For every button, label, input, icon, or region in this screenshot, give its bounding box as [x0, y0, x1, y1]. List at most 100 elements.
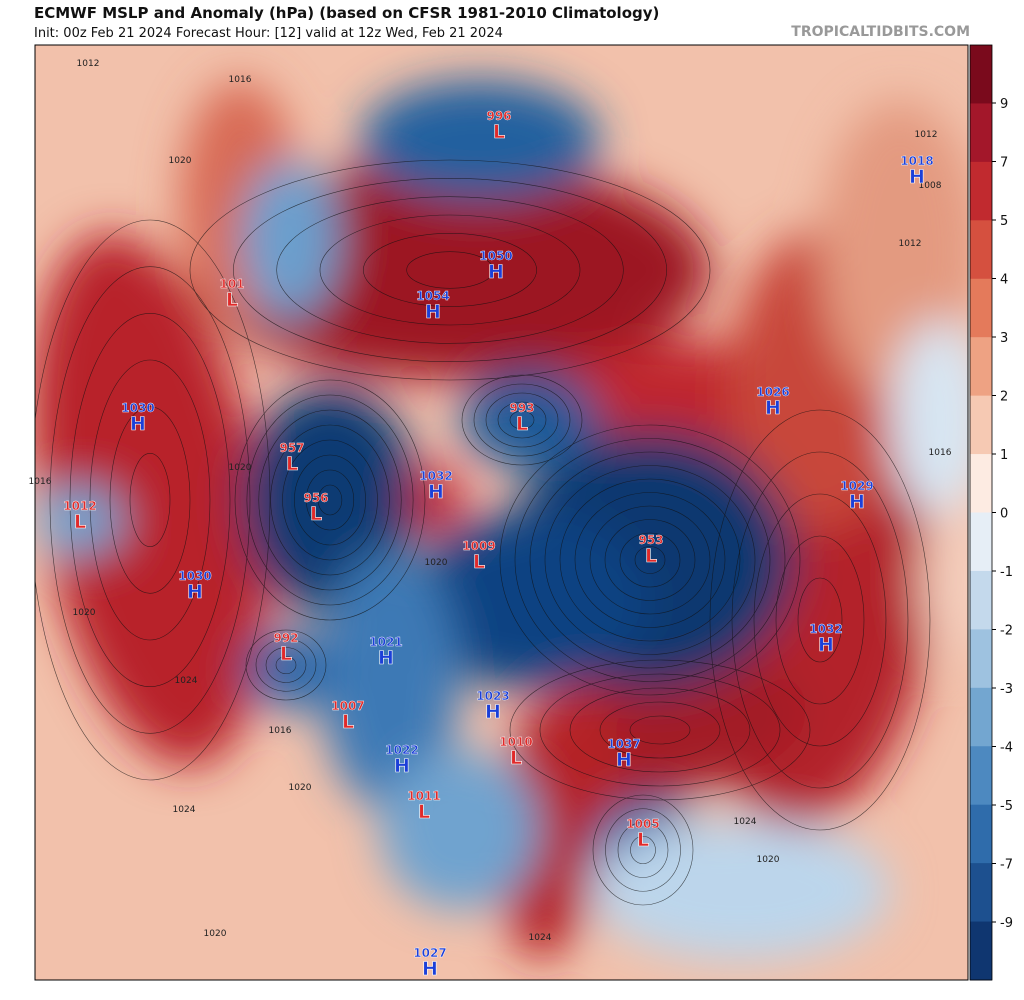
isobar: [317, 484, 343, 516]
isobar: [270, 424, 390, 576]
colorbar-segment: [970, 804, 992, 864]
colorbar-tick-label: 2: [1000, 390, 1008, 405]
center-value: 953: [638, 533, 663, 547]
center-letter: L: [74, 511, 86, 533]
colorbar-tick-label: -1: [1000, 565, 1013, 580]
center-letter: H: [488, 261, 504, 283]
center-value: 1011: [407, 789, 440, 803]
anomaly-blob: [360, 80, 600, 200]
center-letter: L: [645, 545, 657, 567]
isobar: [35, 219, 271, 781]
isobar: [731, 451, 909, 789]
center-value: 1032: [419, 469, 452, 483]
isobar: [617, 822, 669, 878]
isobar: [509, 659, 811, 801]
anomaly-blob: [35, 485, 125, 555]
isobar: [529, 451, 771, 669]
colorbar-tick-label: 9: [1000, 97, 1008, 112]
isobar: [514, 438, 786, 682]
colorbar-segment: [970, 278, 992, 338]
isobar: [630, 835, 656, 865]
colorbar-tick-label: 4: [1000, 273, 1008, 288]
center-letter: H: [378, 647, 394, 669]
center-letter: L: [226, 289, 238, 311]
center-value: 1022: [385, 743, 418, 757]
isobar: [49, 266, 251, 734]
center-letter: L: [286, 453, 298, 475]
center-letter: H: [485, 701, 501, 723]
center-value: 1007: [331, 699, 364, 713]
contour-label: 1016: [229, 75, 252, 85]
isobar: [245, 629, 327, 701]
center-value: 1005: [626, 817, 659, 831]
anomaly-blob: [240, 160, 340, 320]
anomaly-blob: [460, 370, 600, 470]
isobar: [275, 655, 297, 675]
isobar: [619, 532, 681, 588]
colorbar-segment: [970, 45, 992, 104]
center-letter: L: [510, 747, 522, 769]
anomaly-blob: [245, 630, 335, 710]
colorbar-tick-label: -3: [1000, 682, 1013, 697]
colorbar-segment: [970, 570, 992, 630]
colorbar-tick-label: 5: [1000, 214, 1008, 229]
anomaly-field: [35, 45, 968, 980]
isobar: [589, 505, 711, 615]
colorbar-tick-label: -4: [1000, 741, 1013, 756]
anomaly-blob: [408, 465, 464, 535]
center-value: 1023: [476, 689, 509, 703]
center-letter: L: [516, 413, 528, 435]
center-value: 1054: [416, 289, 449, 303]
isobar: [497, 401, 547, 439]
colorbar-segment: [970, 921, 992, 981]
center-value: 1012: [63, 499, 96, 513]
anomaly-blob: [35, 233, 269, 767]
center-value: 993: [509, 401, 534, 415]
isobar: [109, 406, 191, 594]
map-subtitle: Init: 00z Feb 21 2024 Forecast Hour: [12…: [34, 26, 503, 41]
center-letter: L: [310, 503, 322, 525]
isobar: [294, 454, 366, 546]
isobar: [605, 808, 681, 892]
center-letter: L: [280, 643, 292, 665]
colorbar-tick-label: 0: [1000, 507, 1008, 522]
center-letter: H: [616, 749, 632, 771]
isobar: [255, 638, 317, 692]
isobar: [363, 233, 537, 307]
isobar: [69, 313, 231, 687]
isobar: [246, 394, 414, 606]
colorbar-segment: [970, 629, 992, 689]
isobar: [499, 424, 801, 696]
center-value: 1037: [607, 737, 640, 751]
center-value: 1021: [369, 635, 402, 649]
colorbar-segment: [970, 103, 992, 163]
isobar: [753, 493, 887, 747]
isobar: [709, 409, 931, 831]
colorbar-tick-label: 3: [1000, 331, 1008, 346]
contour-label: 1020: [289, 783, 312, 793]
center-value: 996: [486, 109, 511, 123]
center-letter: H: [849, 491, 865, 513]
anomaly-blob: [380, 750, 540, 910]
center-letter: H: [818, 634, 834, 656]
center-value: 1029: [840, 479, 873, 493]
isobar: [629, 715, 691, 745]
anomaly-blob: [920, 500, 968, 660]
colorbar-segment: [970, 395, 992, 455]
colorbar-tick-label: 1: [1000, 448, 1008, 463]
isobar: [461, 374, 583, 466]
isobar: [282, 439, 378, 561]
colorbar-tick-label: -2: [1000, 624, 1013, 639]
colorbar-tick-label: -5: [1000, 799, 1013, 814]
isobar: [258, 409, 402, 591]
map-title: ECMWF MSLP and Anomaly (hPa) (based on C…: [34, 4, 660, 22]
center-value: 1026: [756, 385, 789, 399]
colorbar-segment: [970, 454, 992, 513]
anomaly-blob: [320, 550, 460, 810]
isobar: [276, 196, 624, 344]
isobar: [265, 647, 307, 683]
contour-label: 1024: [175, 676, 198, 686]
center-value: 1050: [479, 249, 512, 263]
isobar: [559, 478, 741, 642]
